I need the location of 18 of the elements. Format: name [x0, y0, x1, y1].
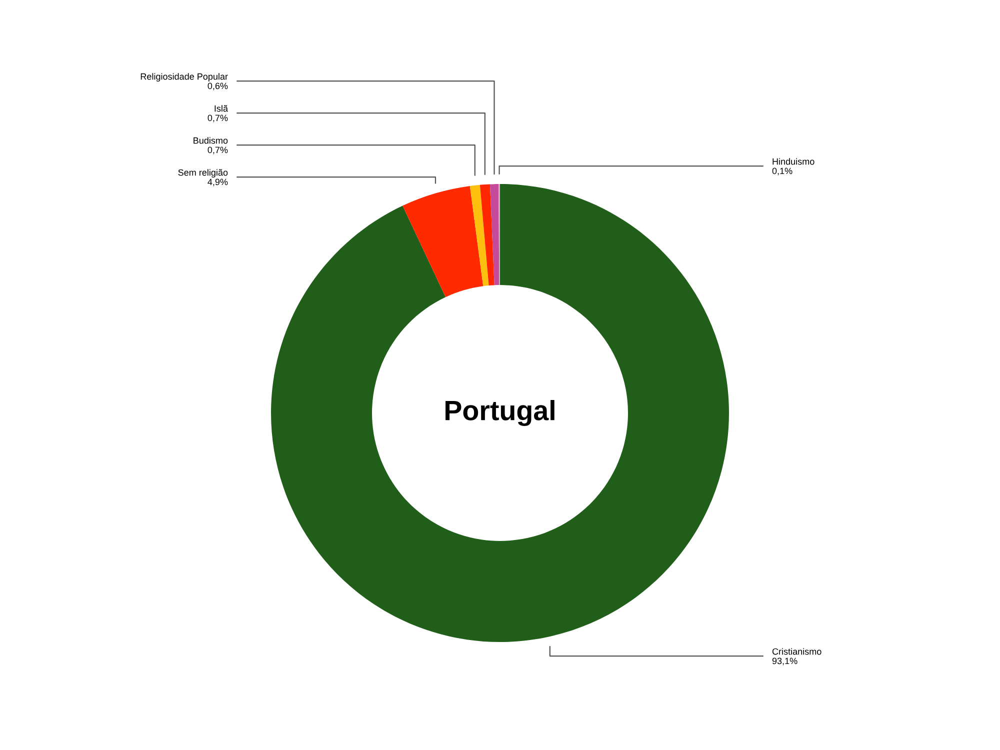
data-label: 0,7%: [208, 114, 228, 122]
data-label: 93,1%: [772, 658, 798, 666]
data-label: 0,7%: [208, 146, 228, 154]
text: Portugal: [446, 400, 554, 426]
donut-slice: [271, 184, 729, 642]
slice-label: Cristianismo: [772, 648, 822, 655]
data-label: 0,1%: [772, 168, 792, 176]
data-label: 4,9%: [208, 178, 228, 186]
donut-slice: [490, 184, 500, 286]
slice-label: Sem religião: [178, 169, 228, 178]
slice-label: Religiosidade Popular: [140, 73, 228, 82]
donut-slice: [470, 184, 489, 286]
slice-label: Islã: [214, 105, 228, 112]
slice-label: Budismo: [194, 137, 228, 144]
data-label: 0,6%: [208, 82, 228, 90]
donut-slice: [480, 184, 494, 286]
slice-label: Hinduismo: [772, 158, 814, 165]
donut-slice: [402, 186, 484, 298]
